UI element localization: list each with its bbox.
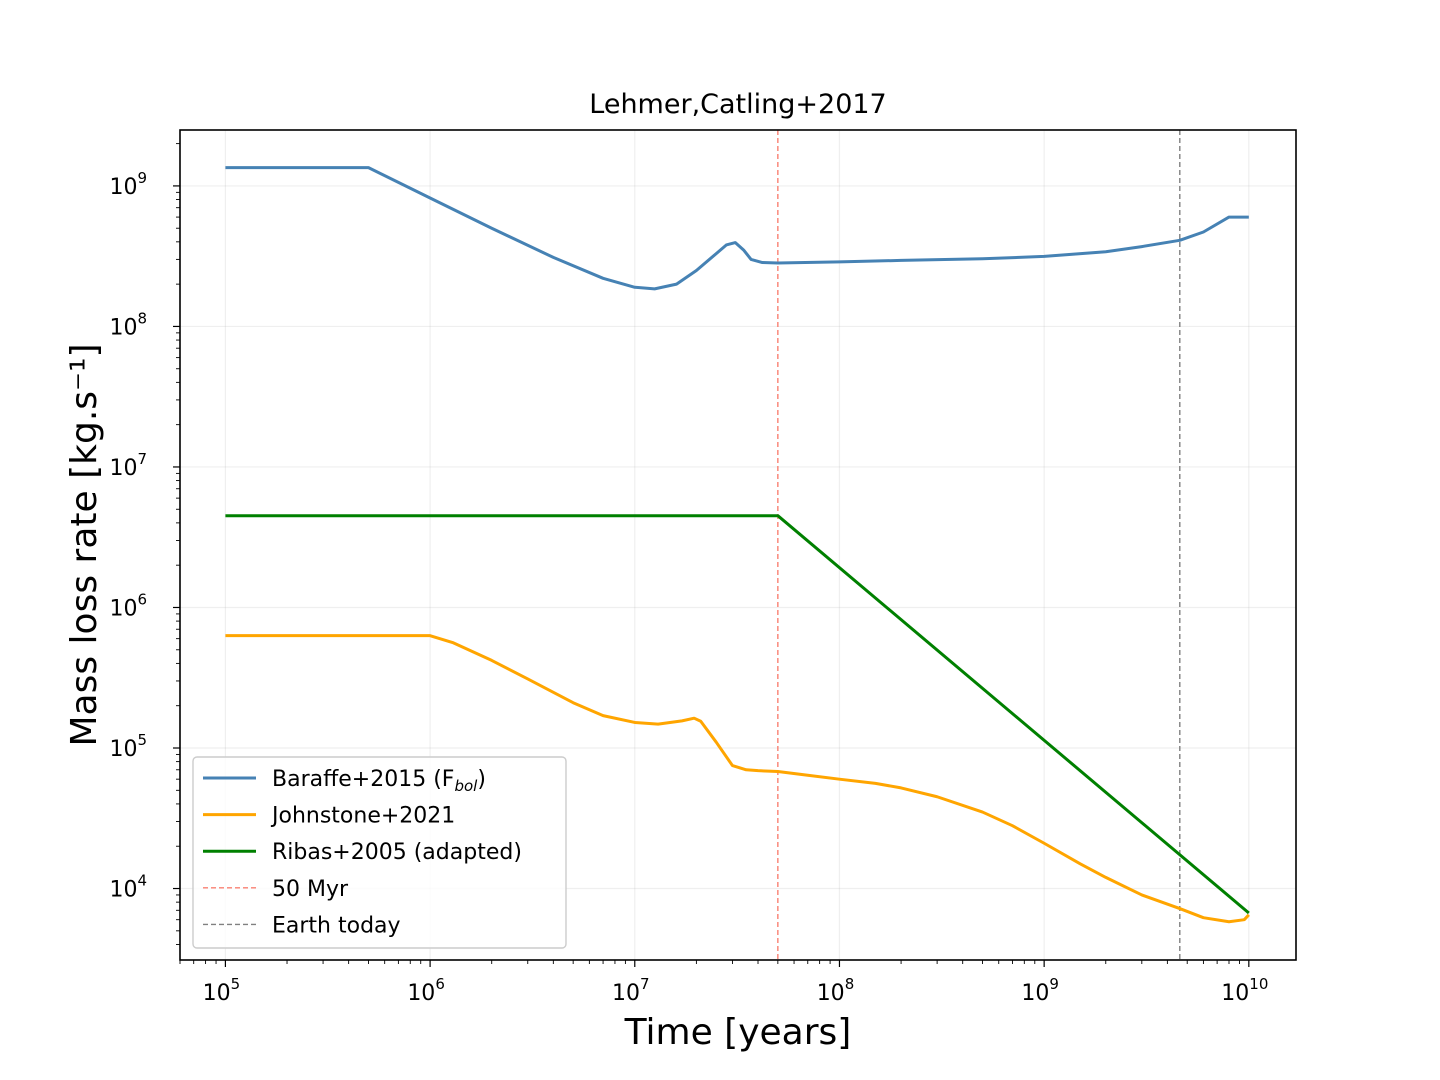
legend: Baraffe+2015 (Fbol) Johnstone+2021 Ribas+2… — [192, 756, 567, 949]
chart-title: Lehmer,Catling+2017 — [589, 89, 886, 120]
series-line-baraffe-2015-f — [225, 166, 1249, 291]
y-tick-label: 109 — [109, 169, 147, 200]
y-axis-label: Mass loss rate [kg.s⁻¹] — [64, 343, 105, 746]
legend-label: Earth today — [272, 913, 401, 938]
legend-label: 50 Myr — [272, 877, 349, 902]
reference-lines — [777, 130, 1181, 960]
series-group — [225, 166, 1250, 924]
legend-label: Johnstone+2021 — [270, 804, 455, 829]
legend-label: Ribas+2005 (adapted) — [272, 840, 522, 865]
grid — [180, 130, 1296, 960]
x-tick-label: 1010 — [1221, 975, 1268, 1006]
legend-box — [192, 756, 567, 949]
series-line-ribas-2005-adapted — [225, 514, 1250, 915]
series-line-johnstone-2021 — [225, 634, 1250, 924]
x-axis-label: Time [years] — [624, 1012, 852, 1053]
legend-label: Baraffe+2015 (Fbol) — [272, 767, 486, 795]
plot-frame — [179, 129, 1297, 961]
